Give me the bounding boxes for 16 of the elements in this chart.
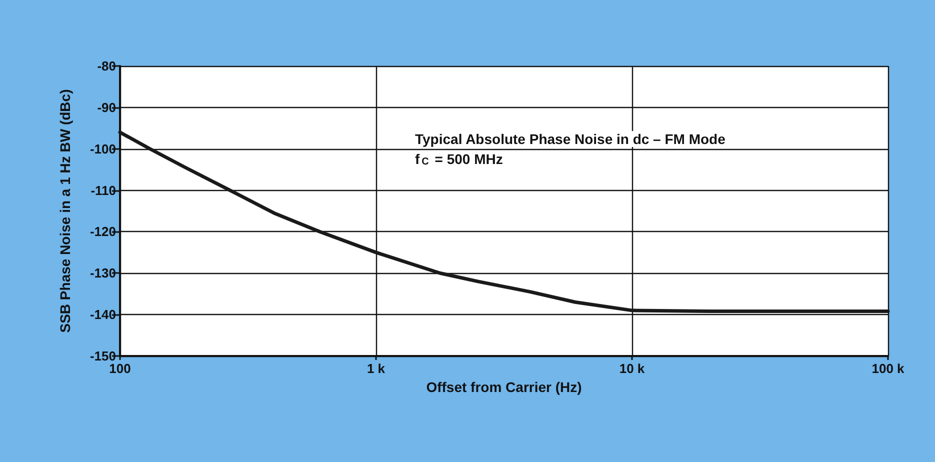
annotation: Typical Absolute Phase Noise in dc – FM Mode: [415, 131, 726, 147]
x-tick-label: 100 k: [872, 361, 906, 376]
annotation: fC = 500 MHz: [415, 151, 503, 168]
y-tick-label: -90: [97, 100, 116, 115]
x-tick-label: 10 k: [619, 361, 646, 376]
y-tick-label: -110: [90, 182, 116, 198]
y-axis-title: SSB Phase Noise in a 1 Hz BW (dBc): [57, 89, 73, 333]
x-axis-title: Offset from Carrier (Hz): [426, 379, 582, 395]
y-tick-label: -130: [90, 266, 116, 281]
y-tick-label: -140: [90, 307, 116, 322]
y-tick-label: -100: [90, 141, 116, 156]
y-tick-label: -150: [90, 348, 116, 364]
y-tick-label: -80: [97, 58, 116, 74]
x-tick-label: 100: [109, 361, 131, 376]
x-tick-label: 1 k: [366, 361, 386, 376]
y-tick-label: -120: [90, 224, 116, 240]
